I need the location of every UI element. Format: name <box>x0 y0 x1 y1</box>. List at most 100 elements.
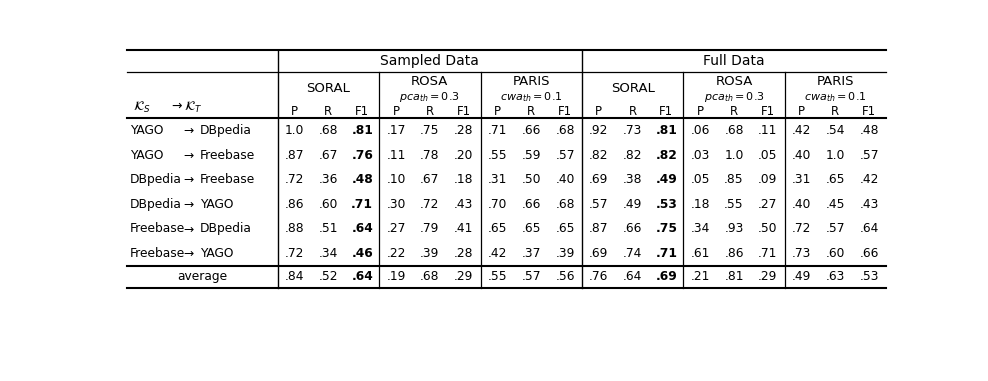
Text: Sampled Data: Sampled Data <box>380 54 479 68</box>
Text: R: R <box>426 105 434 118</box>
Text: .65: .65 <box>488 223 507 235</box>
Text: .76: .76 <box>589 270 609 283</box>
Text: .67: .67 <box>420 173 440 186</box>
Text: .69: .69 <box>589 173 609 186</box>
Text: .68: .68 <box>555 198 575 211</box>
Text: 1.0: 1.0 <box>285 124 304 137</box>
Text: .55: .55 <box>488 270 507 283</box>
Text: .72: .72 <box>285 173 304 186</box>
Text: 1.0: 1.0 <box>724 149 744 162</box>
Text: .06: .06 <box>691 124 710 137</box>
Text: .05: .05 <box>758 149 778 162</box>
Text: $\rightarrow$: $\rightarrow$ <box>181 149 195 162</box>
Text: .71: .71 <box>488 124 507 137</box>
Text: .38: .38 <box>622 173 642 186</box>
Text: .57: .57 <box>522 270 541 283</box>
Text: .55: .55 <box>724 198 744 211</box>
Text: .34: .34 <box>691 223 710 235</box>
Text: DBpedia: DBpedia <box>129 173 182 186</box>
Text: PARIS: PARIS <box>513 75 550 88</box>
Text: .30: .30 <box>386 198 406 211</box>
Text: .61: .61 <box>691 247 710 260</box>
Text: P: P <box>494 105 501 118</box>
Text: .11: .11 <box>386 149 406 162</box>
Text: P: P <box>596 105 603 118</box>
Text: $cwa_{th} = 0.1$: $cwa_{th} = 0.1$ <box>500 90 562 104</box>
Text: .52: .52 <box>319 270 338 283</box>
Text: P: P <box>697 105 703 118</box>
Text: .82: .82 <box>622 149 642 162</box>
Text: .59: .59 <box>522 149 541 162</box>
Text: .66: .66 <box>522 124 540 137</box>
Text: $\mathcal{K}_S$: $\mathcal{K}_S$ <box>132 100 150 115</box>
Text: .65: .65 <box>826 173 845 186</box>
Text: .63: .63 <box>826 270 845 283</box>
Text: F1: F1 <box>659 105 674 118</box>
Text: .82: .82 <box>655 149 678 162</box>
Text: .67: .67 <box>319 149 338 162</box>
Text: .57: .57 <box>555 149 575 162</box>
Text: Freebase: Freebase <box>201 149 256 162</box>
Text: .72: .72 <box>420 198 440 211</box>
Text: .34: .34 <box>319 247 338 260</box>
Text: YAGO: YAGO <box>129 149 163 162</box>
Text: .40: .40 <box>792 149 811 162</box>
Text: .73: .73 <box>792 247 811 260</box>
Text: R: R <box>628 105 636 118</box>
Text: F1: F1 <box>456 105 470 118</box>
Text: .43: .43 <box>860 198 879 211</box>
Text: .20: .20 <box>453 149 473 162</box>
Text: .68: .68 <box>420 270 440 283</box>
Text: .40: .40 <box>555 173 575 186</box>
Text: .39: .39 <box>555 247 575 260</box>
Text: DBpedia: DBpedia <box>129 198 182 211</box>
Text: PARIS: PARIS <box>817 75 855 88</box>
Text: .75: .75 <box>420 124 440 137</box>
Text: $\rightarrow \mathcal{K}_T$: $\rightarrow \mathcal{K}_T$ <box>169 100 203 115</box>
Text: .72: .72 <box>285 247 304 260</box>
Text: 1.0: 1.0 <box>826 149 845 162</box>
Text: YAGO: YAGO <box>129 124 163 137</box>
Text: .69: .69 <box>655 270 678 283</box>
Text: .18: .18 <box>453 173 473 186</box>
Text: .85: .85 <box>724 173 744 186</box>
Text: .48: .48 <box>860 124 879 137</box>
Text: .49: .49 <box>792 270 811 283</box>
Text: $\rightarrow$: $\rightarrow$ <box>181 223 195 235</box>
Text: .27: .27 <box>386 223 406 235</box>
Text: .31: .31 <box>488 173 507 186</box>
Text: F1: F1 <box>863 105 876 118</box>
Text: YAGO: YAGO <box>201 247 234 260</box>
Text: .86: .86 <box>285 198 304 211</box>
Text: .81: .81 <box>352 124 373 137</box>
Text: SORAL: SORAL <box>306 82 351 95</box>
Text: .28: .28 <box>453 247 473 260</box>
Text: .48: .48 <box>352 173 373 186</box>
Text: .66: .66 <box>860 247 879 260</box>
Text: .57: .57 <box>826 223 845 235</box>
Text: .64: .64 <box>352 270 373 283</box>
Text: .71: .71 <box>758 247 778 260</box>
Text: .68: .68 <box>555 124 575 137</box>
Text: .42: .42 <box>488 247 507 260</box>
Text: .60: .60 <box>826 247 845 260</box>
Text: YAGO: YAGO <box>201 198 234 211</box>
Text: .27: .27 <box>758 198 778 211</box>
Text: .78: .78 <box>420 149 440 162</box>
Text: DBpedia: DBpedia <box>201 124 252 137</box>
Text: .53: .53 <box>655 198 678 211</box>
Text: F1: F1 <box>761 105 775 118</box>
Text: .03: .03 <box>691 149 710 162</box>
Text: .73: .73 <box>622 124 642 137</box>
Text: .43: .43 <box>453 198 473 211</box>
Text: .88: .88 <box>285 223 304 235</box>
Text: .42: .42 <box>860 173 879 186</box>
Text: .49: .49 <box>622 198 642 211</box>
Text: .51: .51 <box>319 223 338 235</box>
Text: .57: .57 <box>860 149 879 162</box>
Text: F1: F1 <box>558 105 572 118</box>
Text: .66: .66 <box>622 223 642 235</box>
Text: R: R <box>528 105 535 118</box>
Text: $pca_{th} = 0.3$: $pca_{th} = 0.3$ <box>703 90 765 104</box>
Text: .87: .87 <box>589 223 609 235</box>
